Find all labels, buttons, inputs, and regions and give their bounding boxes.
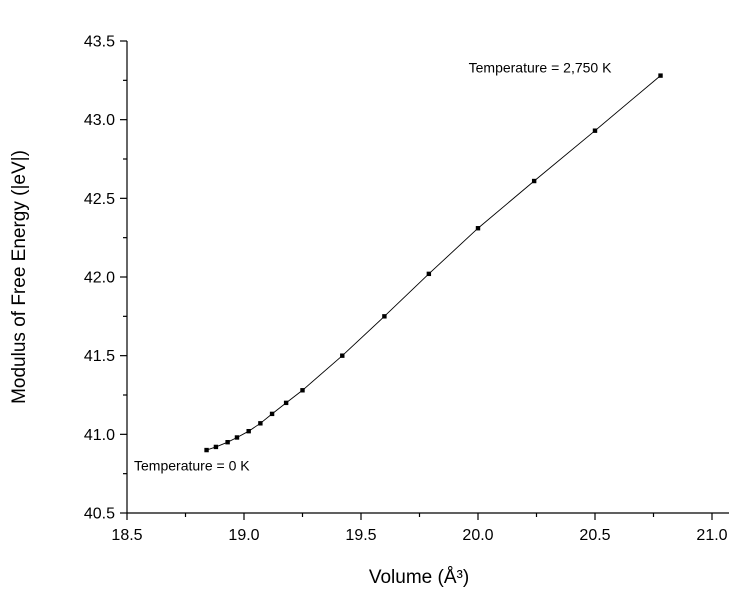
data-point-marker [592,128,598,133]
y-tick-label: 41.0 [84,427,115,444]
x-tick-label: 19.0 [228,527,259,544]
x-tick-label: 21.0 [696,527,727,544]
data-point-marker [204,447,209,453]
y-tick-label: 43.5 [84,34,115,51]
data-point-marker [213,444,219,450]
annotation-label: Temperature = 0 K [134,458,250,474]
data-point-marker [246,428,251,434]
y-tick-label: 41.5 [84,348,115,365]
y-tick-label: 43.0 [84,112,115,129]
data-point-marker [340,353,345,358]
y-axis-title: Modulus of Free Energy (|eV|) [9,150,30,404]
x-tick-label: 18.5 [111,527,142,544]
x-tick-label: 20.0 [462,527,493,544]
data-point-marker [283,400,289,406]
data-point-marker [531,178,537,184]
y-tick-label: 42.0 [84,270,115,287]
x-axis-title: Volume (Å³) [369,567,469,588]
data-point-marker [382,314,387,319]
series-line [206,75,661,451]
data-point-marker [269,411,275,417]
y-tick-label: 40.5 [84,506,115,523]
data-point-marker [300,388,305,393]
data-point-marker [258,421,263,426]
annotation-label: Temperature = 2,750 K [469,59,612,75]
data-point-marker [234,435,240,440]
data-point-marker [658,73,663,78]
x-tick-label: 19.5 [345,527,376,544]
y-tick-label: 42.5 [84,191,115,208]
data-point-marker [475,226,481,231]
data-point-marker [426,271,432,277]
plot-area: 18.5 19.0 19.5 20.0 20.5 21.0 40.5 41.0 41.5 42.0… [84,34,729,544]
x-tick-label: 20.5 [579,527,610,544]
data-point-marker [225,440,230,445]
